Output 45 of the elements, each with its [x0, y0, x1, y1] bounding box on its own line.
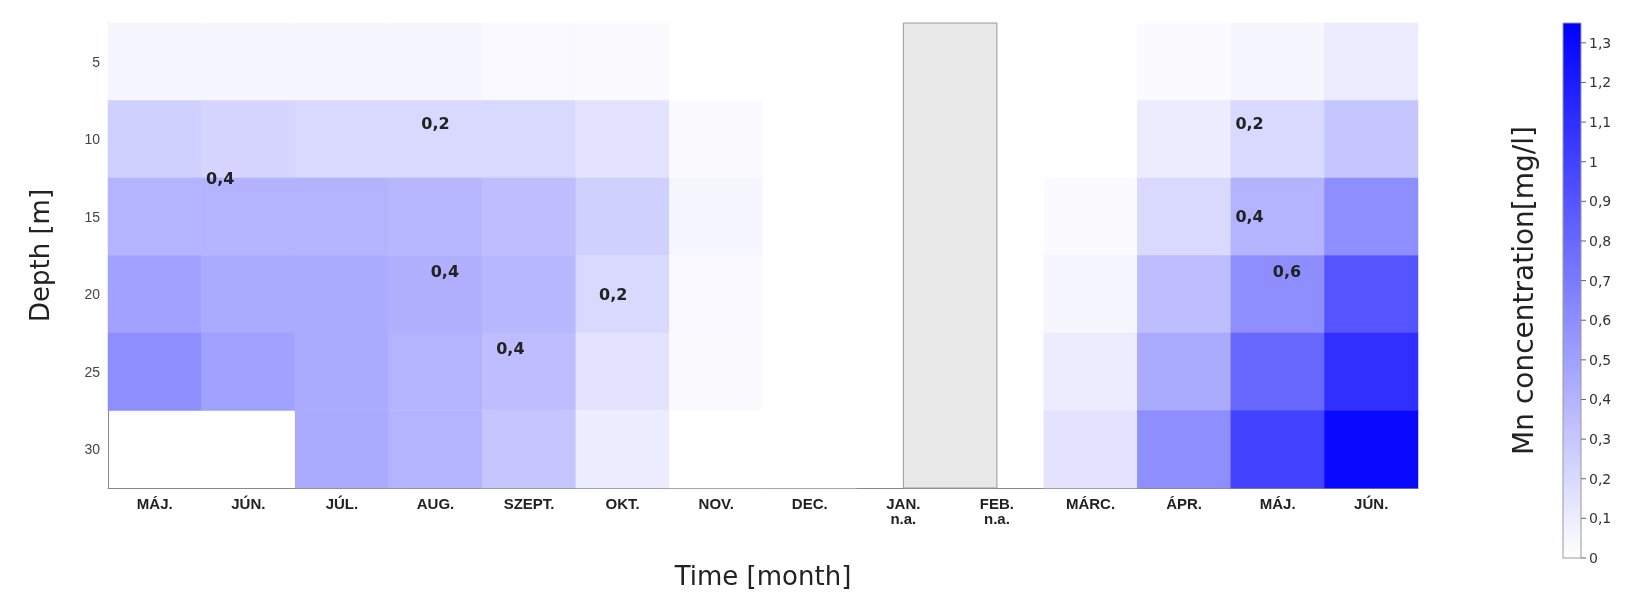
x-tick-label: MÁRC. [1065, 495, 1116, 512]
x-tick-label: MÁJ. [1259, 495, 1296, 512]
x-tick-label: JAN. n.a. [886, 495, 921, 527]
color-bar-label: 1 [1589, 153, 1598, 170]
color-bar-label: 0,7 [1589, 272, 1612, 289]
x-tick-label: FEB. n.a. [979, 495, 1015, 527]
color-bar-label: 0,3 [1589, 431, 1612, 448]
annotation: 0,2 [599, 284, 628, 304]
x-tick-label: JÚL. [325, 495, 359, 512]
color-bar-label: 0,8 [1589, 232, 1612, 249]
y-tick-label: 30 [84, 441, 101, 458]
annotation: 0,4 [496, 339, 525, 358]
x-tick-label: NOV. [698, 495, 734, 512]
color-bar-label: 0,9 [1589, 193, 1612, 210]
annotation: 0,6 [1272, 261, 1302, 281]
color-bar-label: 0,2 [1589, 470, 1612, 487]
y-tick-label: 25 [84, 363, 101, 380]
annotation: 0,2 [1235, 114, 1264, 134]
x-tick-label: OKT. [605, 495, 640, 512]
x-tick-label: MÁJ. [136, 495, 173, 512]
y-tick-label: 5 [92, 53, 101, 70]
color-bar-label: 0,5 [1589, 351, 1612, 368]
x-tick-label: JÚN. [231, 495, 266, 512]
color-bar-label: 1,3 [1589, 34, 1612, 51]
x-tick-label: ÁPR. [1166, 495, 1202, 512]
color-bar-label: 1,2 [1589, 74, 1612, 91]
color-bar-label: 0,6 [1589, 312, 1612, 329]
color-bar-title: Mn concentration[mg/l] [1506, 126, 1540, 455]
x-tick-label: AUG. [416, 495, 455, 512]
y-tick-label: 15 [84, 208, 101, 225]
color-bar-label: 0,1 [1589, 510, 1612, 527]
annotation: 0,4 [206, 168, 235, 188]
color-bar-label: 0,4 [1589, 391, 1612, 408]
x-tick-label: JÚN. [1354, 495, 1389, 512]
color-bar-label: 0 [1589, 550, 1598, 566]
y-axis-title: Depth [m] [25, 188, 55, 323]
annotation: 0,4 [1235, 207, 1264, 227]
y-tick-label: 10 [84, 131, 101, 148]
annotation: 0,2 [421, 114, 450, 134]
x-tick-label: DEC. [791, 495, 828, 512]
x-axis-title: Time [month] [673, 561, 852, 591]
x-tick-label: SZEPT. [503, 495, 555, 512]
y-tick-label: 20 [84, 286, 101, 303]
color-bar-label: 1,1 [1589, 114, 1612, 131]
annotation: 0,4 [430, 261, 460, 281]
